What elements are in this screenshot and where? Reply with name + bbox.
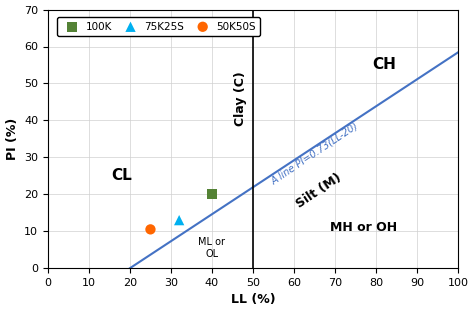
Point bbox=[146, 227, 154, 232]
Point bbox=[175, 218, 183, 223]
Text: ML or
OL: ML or OL bbox=[199, 237, 226, 259]
Y-axis label: PI (%): PI (%) bbox=[6, 118, 18, 160]
Text: MH or OH: MH or OH bbox=[330, 221, 397, 234]
Text: CL: CL bbox=[111, 168, 132, 183]
Text: A line PI=0.73(LL-20): A line PI=0.73(LL-20) bbox=[269, 121, 360, 187]
Text: Clay (C): Clay (C) bbox=[234, 71, 247, 126]
Text: CH: CH bbox=[372, 57, 396, 72]
X-axis label: LL (%): LL (%) bbox=[231, 294, 275, 306]
Legend: 100K, 75K25S, 50K50S: 100K, 75K25S, 50K50S bbox=[57, 17, 260, 36]
Text: Silt (M): Silt (M) bbox=[293, 171, 344, 210]
Point bbox=[208, 192, 216, 197]
